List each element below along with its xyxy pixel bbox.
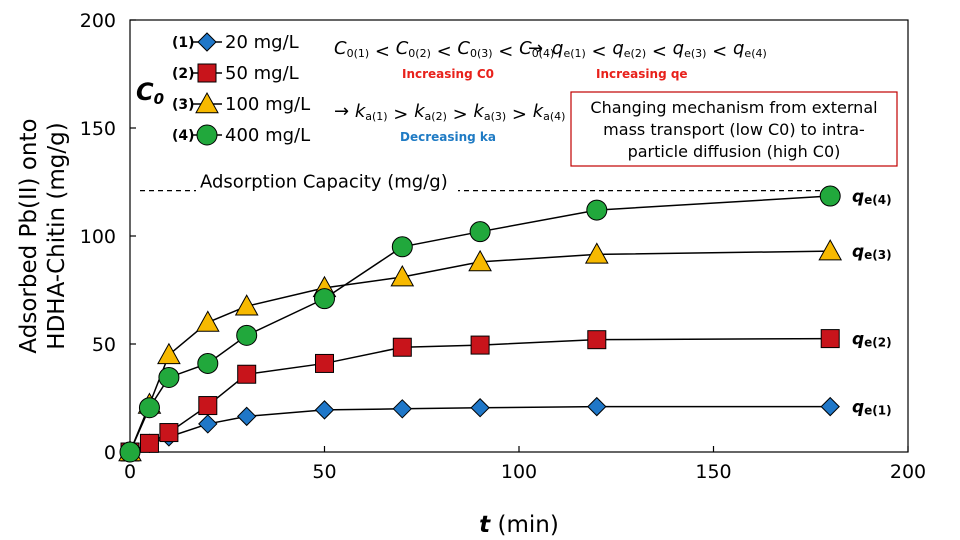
- legend-number: (1): [172, 35, 195, 51]
- legend-label: 100 mg/L: [225, 94, 310, 115]
- series-circle: [119, 185, 841, 463]
- data-point-diamond: [587, 396, 607, 417]
- series-line: [129, 195, 831, 453]
- adsorption-capacity-label: Adsorption Capacity (mg/g): [200, 172, 448, 193]
- legend-marker-square: [197, 63, 217, 83]
- data-point-square: [237, 364, 257, 384]
- data-point-square: [587, 330, 607, 350]
- data-point-diamond: [236, 406, 257, 427]
- end-label-qe: qe(3): [852, 242, 892, 262]
- series-square: [120, 329, 840, 462]
- data-point-triangle: [390, 265, 415, 287]
- legend-marker-triangle: [195, 91, 219, 114]
- legend-number: (3): [172, 97, 195, 113]
- data-point-diamond: [392, 399, 413, 419]
- data-point-circle: [391, 236, 413, 258]
- data-point-triangle: [584, 242, 609, 264]
- data-point-square: [198, 396, 218, 416]
- c0-to-qe-arrow: →: [528, 38, 543, 59]
- data-point-circle: [236, 324, 258, 346]
- x-tick-label: 50: [312, 461, 336, 483]
- data-point-circle: [119, 441, 141, 463]
- end-label-qe: qe(2): [852, 330, 892, 350]
- end-labels: qe(4) qe(3) qe(2) qe(1): [852, 187, 892, 418]
- mechanism-box-line-1: Changing mechanism from external: [590, 98, 877, 117]
- end-label-qe: qe(4): [852, 187, 892, 207]
- x-tick-label: 200: [890, 461, 926, 483]
- data-point-circle: [158, 366, 180, 388]
- y-axis-title: Adsorbed Pb(II) onto HDHA-Chitin (mg/g): [16, 118, 70, 353]
- end-label-qe: qe(1): [852, 398, 892, 418]
- data-point-circle: [819, 185, 841, 207]
- data-point-diamond: [470, 398, 490, 418]
- x-axis-unit: (min): [490, 512, 559, 538]
- series-layer: [118, 185, 843, 463]
- data-point-circle: [314, 288, 335, 310]
- series-line: [129, 405, 831, 453]
- data-point-triangle: [468, 249, 492, 272]
- x-tick-label: 150: [695, 461, 731, 483]
- x-axis-ticks: 0 50 100 150 200: [124, 446, 926, 483]
- data-point-square: [139, 433, 159, 453]
- data-point-diamond: [198, 414, 218, 434]
- data-point-triangle: [234, 294, 259, 316]
- adsorption-capacity-label-bg: [196, 170, 458, 193]
- ka-relation: → ka(1) > ka(2) > ka(3) > ka(4): [334, 101, 565, 125]
- legend-label: 20 mg/L: [225, 32, 299, 53]
- mechanism-box-line-2: mass transport (low C0) to intra-: [603, 120, 865, 139]
- y-tick-label: 100: [80, 226, 116, 248]
- data-point-circle: [469, 221, 491, 243]
- legend-marker-diamond: [197, 32, 217, 52]
- data-point-square: [470, 335, 490, 355]
- x-axis-title: t (min): [479, 512, 559, 538]
- legend-label: 50 mg/L: [225, 63, 299, 84]
- legend-label: 400 mg/L: [225, 125, 310, 146]
- x-tick-label: 0: [124, 461, 136, 483]
- x-axis-variable: t: [479, 512, 491, 538]
- y-tick-label: 150: [80, 118, 116, 140]
- series-line: [129, 337, 831, 453]
- y-axis-ticks: 0 50 100 150 200: [80, 10, 136, 464]
- relation-annotations: C0(1) < C0(2) < C0(3) < C0(4)→ qe(1) < qe…: [334, 38, 767, 125]
- data-point-circle: [138, 397, 160, 419]
- data-point-triangle: [818, 239, 843, 261]
- data-point-diamond: [820, 396, 840, 417]
- qe-relation: qe(1) < qe(2) < qe(3) < qe(4): [552, 38, 767, 62]
- data-point-diamond: [314, 400, 335, 420]
- data-point-square: [315, 353, 334, 373]
- increasing-c0-label: Increasing C0: [402, 67, 494, 81]
- mechanism-box: [570, 91, 898, 167]
- y-tick-label: 200: [80, 10, 116, 32]
- mechanism-box-line-3: particle diffusion (high C0): [628, 142, 841, 161]
- data-point-square: [820, 329, 840, 349]
- c0-symbol: C0: [136, 78, 164, 108]
- decreasing-ka-label: Decreasing ka: [400, 130, 496, 144]
- data-point-circle: [586, 199, 608, 221]
- y-tick-label: 0: [104, 442, 116, 464]
- y-tick-label: 50: [92, 334, 116, 356]
- data-point-triangle: [195, 310, 220, 332]
- legend-number: (4): [172, 128, 195, 144]
- c0-relation: C0(1) < C0(2) < C0(3) < C0(4): [334, 38, 554, 62]
- data-point-square: [392, 337, 412, 357]
- legend-number: (2): [172, 66, 195, 82]
- data-point-triangle: [157, 342, 181, 365]
- plot-area-border: [129, 19, 909, 453]
- data-point-square: [159, 423, 179, 443]
- legend: (1) 20 mg/L (2) 50 mg/L (3) 100 mg/L (4) 400 mg…: [172, 32, 310, 146]
- increasing-qe-label: Increasing qe: [596, 67, 688, 81]
- y-axis-title-line-1: Adsorbed Pb(II) onto: [16, 118, 42, 353]
- x-tick-label: 100: [501, 461, 537, 483]
- data-point-circle: [197, 352, 219, 374]
- legend-marker-circle: [196, 124, 218, 146]
- y-axis-title-line-2: HDHA-Chitin (mg/g): [44, 122, 70, 349]
